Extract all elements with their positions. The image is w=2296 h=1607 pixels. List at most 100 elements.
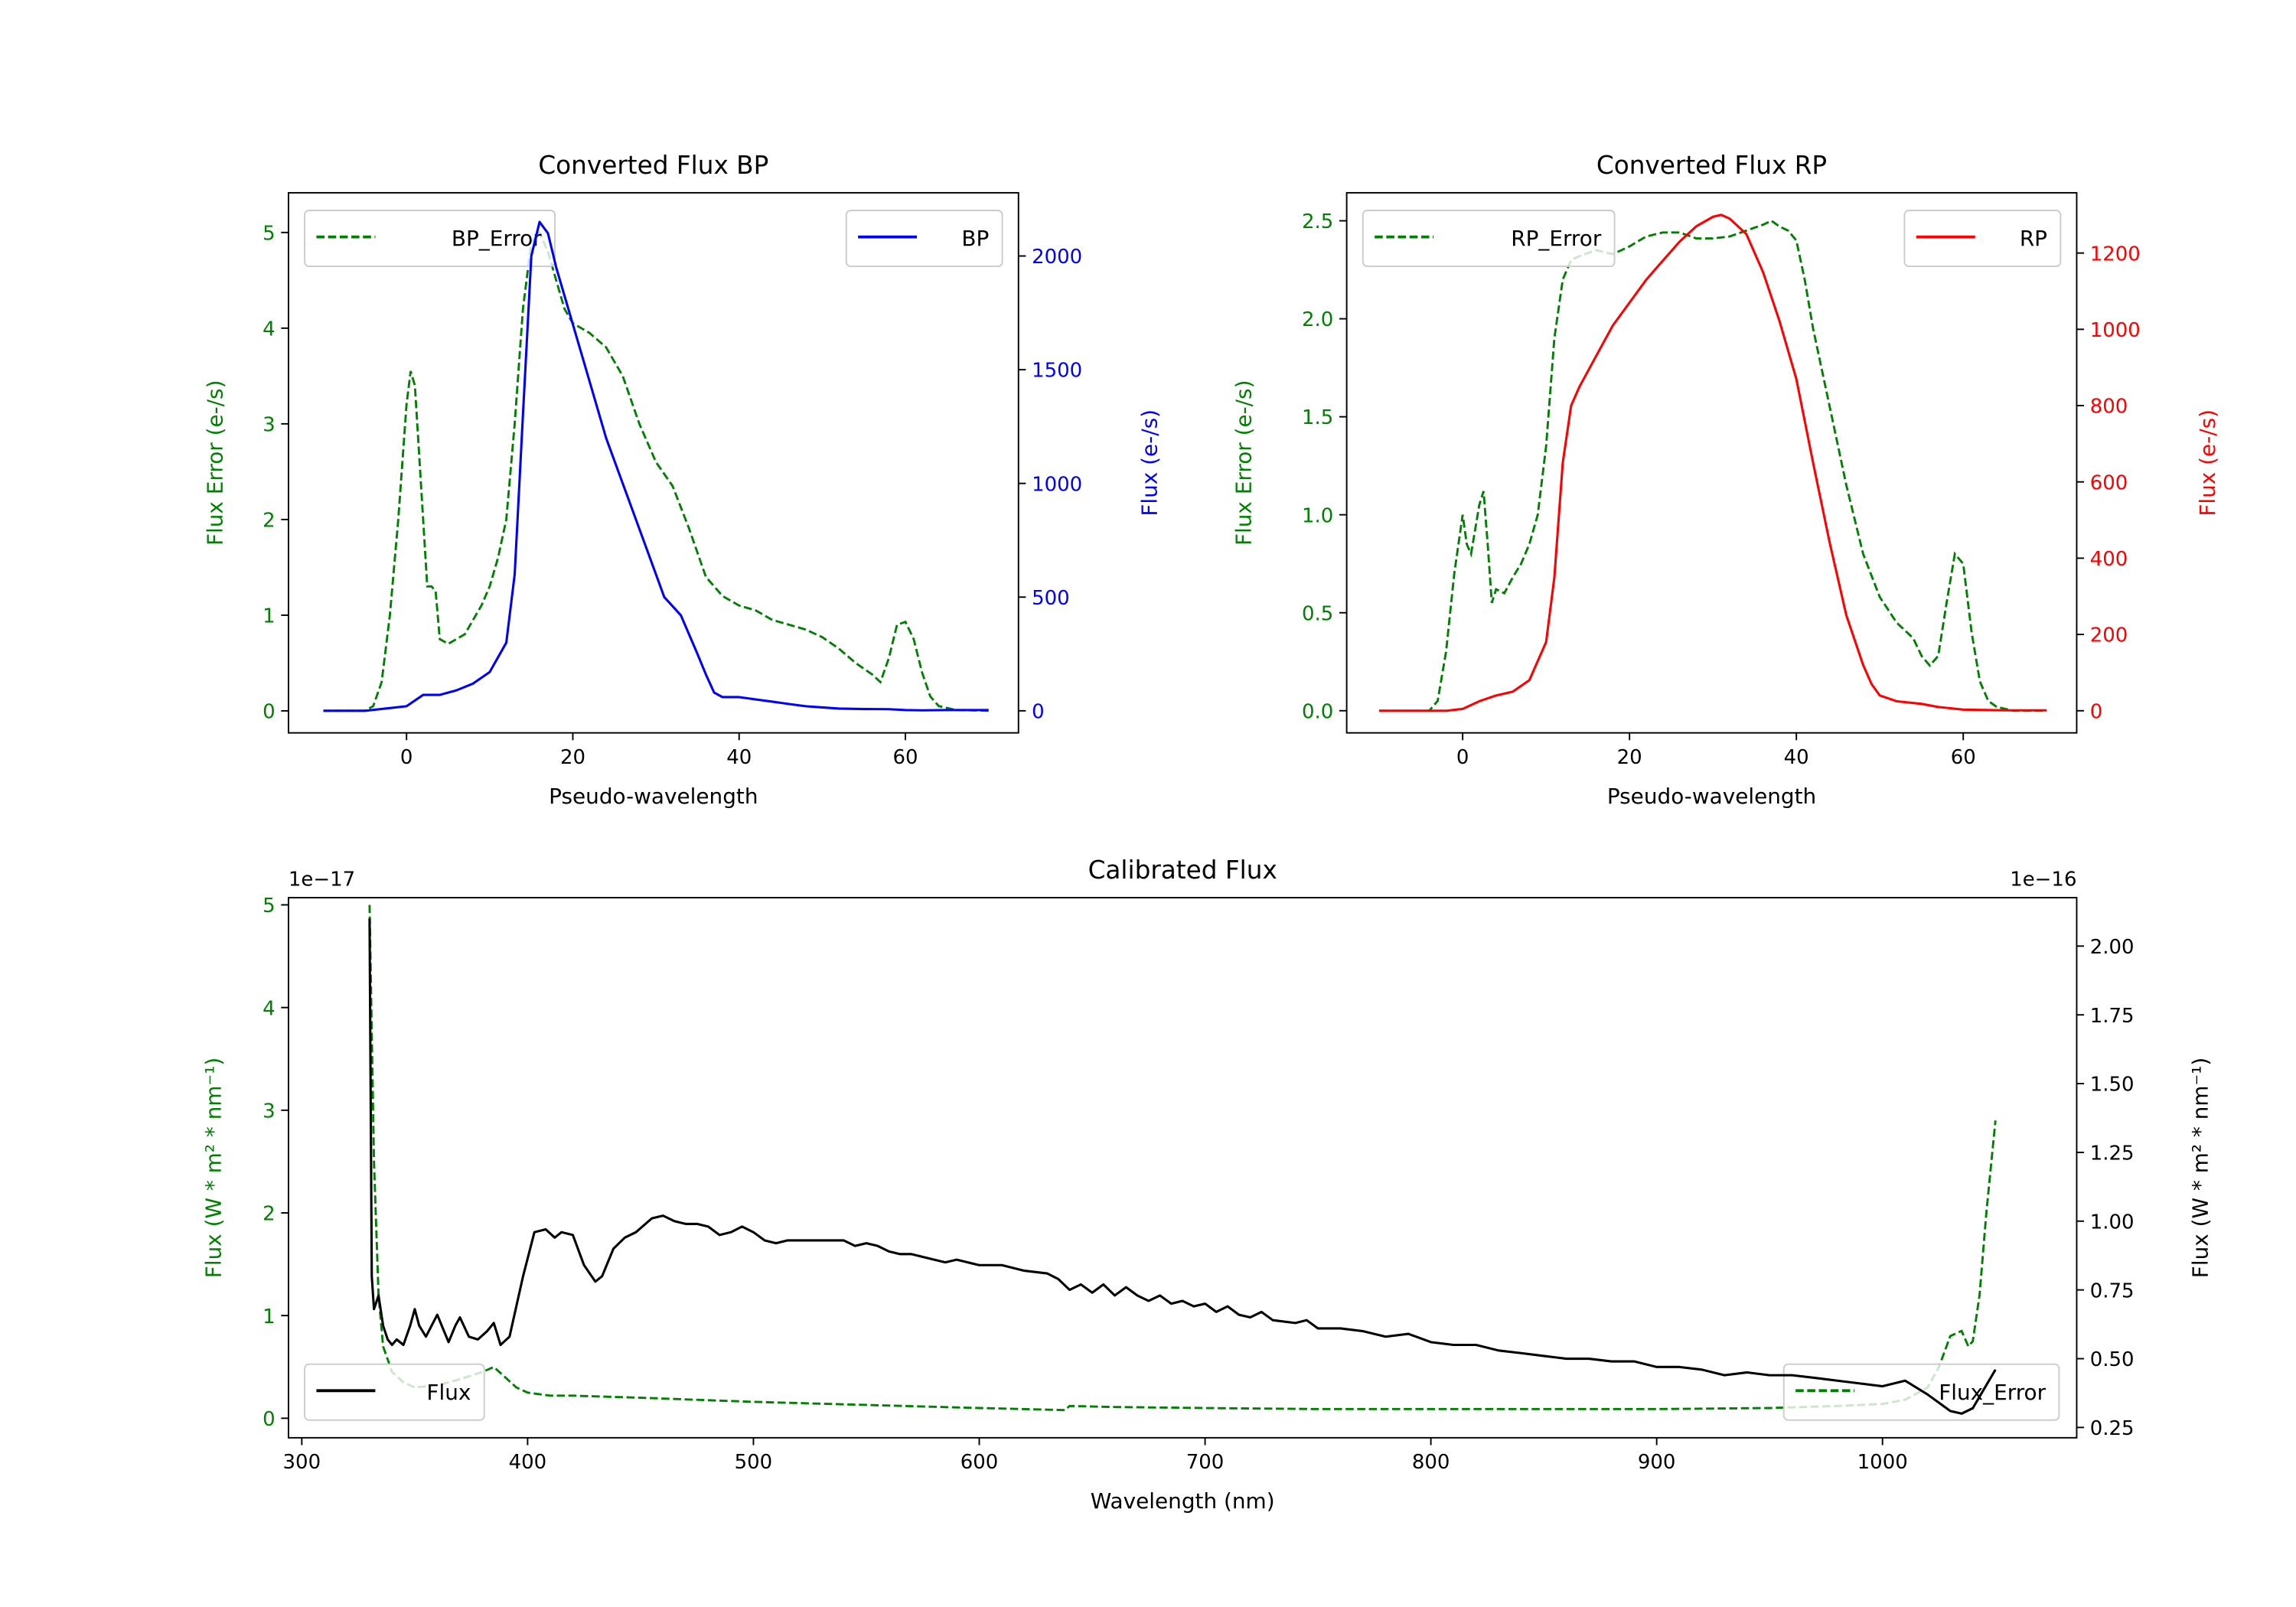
- x-tick-label: 600: [960, 1451, 999, 1474]
- y-left-tick-label: 3: [263, 1100, 276, 1123]
- y-right-tick-label: 0.25: [2090, 1417, 2135, 1440]
- x-tick-label: 900: [1638, 1451, 1676, 1474]
- legend-label: RP: [2020, 226, 2047, 251]
- legend-bp-error: BP_Error: [304, 210, 556, 268]
- y-right-axis-label: Flux (e-/s): [1137, 409, 1163, 517]
- y-left-tick-label: 5: [263, 895, 276, 918]
- legend-frame: [1362, 210, 1616, 268]
- legend-rp: RP: [1903, 210, 2062, 268]
- chart-title: Converted Flux BP: [538, 151, 768, 180]
- legend-bp: BP: [845, 210, 1003, 268]
- x-tick-label: 40: [1784, 746, 1809, 769]
- x-axis-label: Pseudo-wavelength: [549, 784, 758, 809]
- y-left-tick-label: 5: [263, 222, 276, 245]
- y-left-tick-label: 1.0: [1302, 504, 1333, 527]
- y-left-tick-label: 2.0: [1302, 308, 1333, 331]
- axes-frame: [1345, 191, 2078, 734]
- y-right-tick-label: 200: [2090, 624, 2128, 647]
- y-right-tick-label: 2000: [1032, 246, 1082, 269]
- y-left-tick-label: 4: [263, 318, 276, 341]
- legend-label: RP_Error: [1511, 226, 1602, 251]
- y-left-tick-label: 3: [263, 413, 276, 436]
- plot-area-main: [368, 918, 1997, 1415]
- legend-flux-error: Flux_Error: [1782, 1363, 2060, 1421]
- y-left-tick-label: 2: [263, 1203, 276, 1226]
- x-tick-label: 60: [893, 746, 918, 769]
- legend-frame: [304, 1363, 485, 1421]
- y-right-tick-label: 1.75: [2090, 1005, 2135, 1028]
- y-right-tick-label: 1000: [2090, 319, 2141, 342]
- x-axis-label: Pseudo-wavelength: [1607, 784, 1816, 809]
- legend-label: Flux: [426, 1380, 471, 1405]
- legend-frame: [1903, 210, 2062, 268]
- y-left-tick-label: 0: [263, 1408, 276, 1431]
- error-series-line: [368, 905, 1997, 1412]
- y-right-tick-label: 0: [2090, 700, 2103, 723]
- rp-panel: 0 20 40 60 0.0 0.5 1.0 1.5 2.0 2.5 0 200 400 600 800 10…: [1231, 151, 2221, 809]
- legend-rp-error: RP_Error: [1362, 210, 1616, 268]
- error-series-line: [323, 230, 989, 712]
- y-right-tick-label: 400: [2090, 548, 2128, 571]
- cal-panel: 300 400 500 600 700 800 900 1000 0 1 2 3 4 5 0.25 0.50 0…: [201, 856, 2213, 1514]
- flux-series-line: [323, 220, 989, 712]
- plot-area: [368, 905, 1997, 1412]
- x-tick-label: 700: [1186, 1451, 1225, 1474]
- x-tick-label: 40: [726, 746, 752, 769]
- x-tick-label: 400: [509, 1451, 547, 1474]
- x-tick-label: 0: [1456, 746, 1469, 769]
- y-right-tick-label: 1200: [2090, 243, 2141, 266]
- flux-series-line: [368, 918, 1997, 1415]
- y-left-tick-label: 1: [263, 605, 276, 628]
- flux-series-line: [1379, 214, 2047, 712]
- y-left-tick-label: 0: [263, 701, 276, 724]
- axes-frame: [287, 191, 1019, 734]
- y-right-tick-label: 1000: [1032, 473, 1082, 496]
- y-right-tick-label: 600: [2090, 471, 2128, 494]
- x-tick-label: 300: [283, 1451, 321, 1474]
- y-left-tick-label: 2: [263, 510, 276, 533]
- y-right-tick-label: 1.00: [2090, 1211, 2135, 1234]
- y-right-tick-label: 800: [2090, 396, 2128, 419]
- y-left-tick-label: 0.0: [1302, 700, 1333, 723]
- x-tick-label: 0: [400, 746, 413, 769]
- x-tick-label: 20: [1617, 746, 1642, 769]
- legend-label: Flux_Error: [1939, 1380, 2046, 1405]
- legend-label: BP: [961, 226, 989, 251]
- legend-label: BP_Error: [452, 226, 542, 251]
- y-left-axis-label: Flux Error (e-/s): [202, 380, 227, 546]
- y-left-axis-label: Flux (W * m² * nm⁻¹): [201, 1058, 226, 1278]
- y-left-offset-label: 1e−17: [289, 869, 355, 892]
- y-left-axis-label: Flux Error (e-/s): [1231, 380, 1257, 546]
- y-left-tick-label: 2.5: [1302, 210, 1333, 233]
- y-right-axis-label: Flux (e-/s): [2195, 409, 2220, 517]
- x-tick-label: 800: [1412, 1451, 1450, 1474]
- x-tick-label: 500: [735, 1451, 773, 1474]
- x-tick-label: 20: [560, 746, 585, 769]
- y-right-tick-label: 2.00: [2090, 936, 2135, 959]
- y-right-tick-label: 1.50: [2090, 1074, 2135, 1097]
- y-right-tick-label: 1.25: [2090, 1143, 2135, 1165]
- axes-frame: [287, 897, 2078, 1439]
- plot-area-main: [323, 220, 989, 712]
- y-right-axis-label: Flux (W * m² * nm⁻¹): [2188, 1058, 2213, 1278]
- y-right-tick-label: 500: [1032, 587, 1070, 610]
- y-right-tick-label: 1500: [1032, 360, 1082, 383]
- x-axis-label: Wavelength (nm): [1091, 1488, 1275, 1514]
- legend-frame: [845, 210, 1003, 268]
- y-left-tick-label: 1: [263, 1305, 276, 1328]
- plot-area: [323, 230, 989, 712]
- y-left-tick-label: 4: [263, 997, 276, 1020]
- plot-area-main: [1379, 214, 2047, 712]
- y-left-tick-label: 0.5: [1302, 602, 1333, 625]
- y-right-tick-label: 0: [1032, 700, 1045, 723]
- legend-frame: [304, 210, 556, 268]
- y-right-offset-label: 1e−16: [2010, 869, 2076, 892]
- y-left-tick-label: 1.5: [1302, 406, 1333, 429]
- y-right-tick-label: 0.50: [2090, 1348, 2135, 1371]
- x-tick-label: 60: [1951, 746, 1976, 769]
- bp-panel: 0 20 40 60 0 1 2 3 4 5 0 500 1000 1500 2000 Converted F…: [202, 151, 1162, 809]
- y-right-tick-label: 0.75: [2090, 1279, 2135, 1302]
- x-tick-label: 1000: [1857, 1451, 1908, 1474]
- legend-flux: Flux: [304, 1363, 485, 1421]
